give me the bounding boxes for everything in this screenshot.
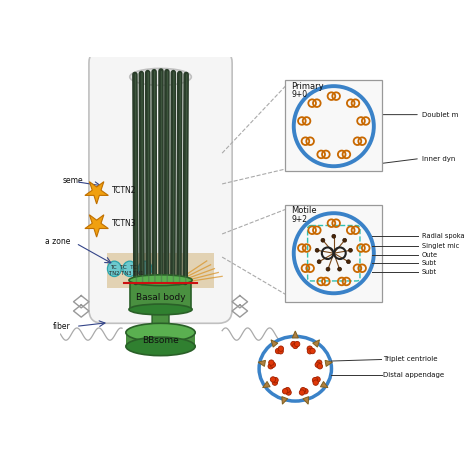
- Circle shape: [303, 389, 308, 394]
- Ellipse shape: [129, 275, 192, 285]
- FancyBboxPatch shape: [152, 312, 169, 333]
- Bar: [130, 280, 191, 310]
- Text: Basal body: Basal body: [136, 293, 185, 302]
- Circle shape: [283, 389, 288, 394]
- Circle shape: [332, 234, 336, 238]
- Circle shape: [278, 348, 283, 354]
- Circle shape: [321, 238, 325, 242]
- Text: Triplet centriole: Triplet centriole: [383, 356, 438, 363]
- Text: Subt: Subt: [421, 260, 437, 266]
- Polygon shape: [292, 331, 298, 338]
- Polygon shape: [271, 340, 278, 347]
- Circle shape: [315, 377, 320, 382]
- Ellipse shape: [123, 261, 137, 276]
- Polygon shape: [85, 215, 109, 237]
- Polygon shape: [282, 397, 288, 404]
- Circle shape: [315, 362, 320, 367]
- Text: Primary: Primary: [292, 82, 324, 91]
- Text: BBsome: BBsome: [142, 336, 179, 345]
- Text: Oute: Oute: [421, 252, 438, 258]
- Text: TN2 TN3 TN1: TN2 TN3 TN1: [109, 271, 144, 276]
- Text: seme: seme: [63, 175, 83, 184]
- Circle shape: [317, 360, 322, 365]
- Text: a zone: a zone: [45, 237, 71, 246]
- Circle shape: [272, 380, 278, 385]
- Text: TCTN3: TCTN3: [112, 219, 137, 228]
- Polygon shape: [313, 340, 319, 347]
- Circle shape: [326, 267, 330, 271]
- Text: Inner dyn: Inner dyn: [421, 155, 455, 162]
- Bar: [107, 253, 214, 288]
- Text: TC  TC  TC: TC TC TC: [110, 265, 137, 270]
- Text: Radial spoka: Radial spoka: [421, 233, 464, 239]
- Ellipse shape: [108, 261, 121, 276]
- Circle shape: [317, 364, 323, 369]
- Circle shape: [285, 387, 290, 393]
- FancyBboxPatch shape: [285, 80, 383, 171]
- Polygon shape: [303, 397, 309, 404]
- Circle shape: [273, 377, 278, 383]
- Polygon shape: [320, 382, 328, 388]
- Text: fiber: fiber: [53, 322, 71, 331]
- Ellipse shape: [126, 337, 195, 356]
- Circle shape: [278, 346, 283, 351]
- Circle shape: [307, 346, 312, 351]
- Circle shape: [301, 387, 306, 393]
- FancyBboxPatch shape: [285, 205, 383, 302]
- Text: 9+0: 9+0: [292, 90, 308, 99]
- Text: Singlet mic: Singlet mic: [421, 243, 459, 248]
- Circle shape: [337, 267, 341, 271]
- Circle shape: [291, 341, 296, 347]
- Polygon shape: [258, 360, 265, 366]
- Text: Subt: Subt: [421, 269, 437, 275]
- Circle shape: [315, 248, 319, 252]
- Circle shape: [313, 380, 319, 385]
- Circle shape: [299, 390, 305, 395]
- Ellipse shape: [126, 323, 195, 342]
- Circle shape: [268, 364, 273, 369]
- Text: 9+2: 9+2: [292, 215, 308, 224]
- Ellipse shape: [129, 304, 192, 315]
- Text: Distal appendage: Distal appendage: [383, 372, 444, 378]
- Bar: [126, 333, 195, 346]
- Circle shape: [317, 260, 321, 264]
- Circle shape: [312, 377, 318, 383]
- Circle shape: [307, 348, 313, 354]
- Polygon shape: [85, 182, 109, 204]
- Circle shape: [270, 377, 276, 382]
- Circle shape: [270, 362, 275, 367]
- Circle shape: [348, 248, 352, 252]
- Text: TCTN2: TCTN2: [112, 186, 137, 195]
- Circle shape: [292, 343, 298, 349]
- Circle shape: [294, 341, 300, 347]
- Circle shape: [346, 260, 350, 264]
- Text: Doublet m: Doublet m: [421, 112, 458, 118]
- Ellipse shape: [138, 261, 152, 276]
- Circle shape: [275, 348, 281, 354]
- Circle shape: [286, 390, 292, 395]
- Ellipse shape: [130, 68, 191, 85]
- Polygon shape: [263, 382, 270, 388]
- Circle shape: [269, 360, 274, 365]
- Circle shape: [310, 348, 315, 354]
- Text: Motile: Motile: [292, 206, 317, 215]
- Circle shape: [343, 238, 346, 242]
- Polygon shape: [325, 360, 332, 366]
- FancyBboxPatch shape: [89, 49, 232, 323]
